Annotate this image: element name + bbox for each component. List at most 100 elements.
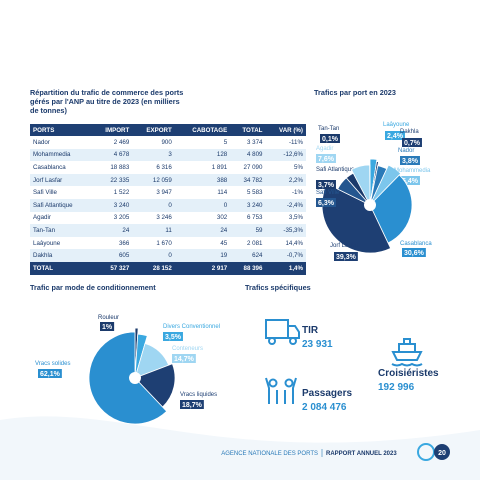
page-number: 20 [438, 450, 446, 457]
slice-name: Casablanca [400, 241, 432, 247]
column-header: TOTAL [230, 124, 266, 136]
value-badge [38, 369, 62, 378]
slice-value: 62,1% [40, 371, 61, 378]
table-cell: 0 [132, 249, 175, 262]
table-row: Nador 2 469 900 5 3 374 -11% [30, 136, 306, 149]
port-name: Laâyoune [33, 239, 61, 247]
table-row: Safi Ville 1 522 3 947 114 5 583 -1% [30, 186, 306, 199]
table-row: Safi Atlantique 3 240 0 0 3 240 -2,4% [30, 198, 306, 212]
value-badge [316, 154, 336, 163]
slice-name: Tan-Tan [318, 126, 339, 132]
stat-value: 2 084 476 [302, 402, 347, 413]
port-name: Mohammedia [30, 148, 92, 162]
slice-name: Laâyoune [383, 122, 410, 128]
table-cell: 1 522 [113, 189, 130, 197]
table-row: Tan-Tan 24 11 24 59 -35,3% [30, 224, 306, 237]
table-header: PORTS IMPORT EXPORT CABOTAGE TOTAL VAR (%) [30, 124, 306, 136]
chart-title: Trafics par port en 2023 [314, 88, 396, 97]
slice-value: 6,3% [318, 200, 335, 207]
traffic-table: PORTS IMPORT EXPORT CABOTAGE TOTAL VAR (%) Nad… [30, 124, 306, 275]
slice-value: 18,7% [182, 402, 203, 409]
slice-name: Agadir [316, 146, 333, 152]
table-cell: 605 [91, 249, 133, 262]
table-cell: 3 947 [156, 189, 172, 197]
table-cell: 5 583 [246, 189, 263, 197]
slice-name: Jorf Lasfar [330, 243, 358, 249]
table-cell: 1 670 [156, 239, 172, 247]
value-badge [320, 134, 340, 143]
table-cell: 27 090 [243, 163, 263, 171]
port-name: Agadir [33, 214, 51, 222]
port-name: Safi Ville [33, 189, 57, 197]
table-row: Dakhla 605 0 19 624 -0,7% [30, 249, 306, 262]
table-title: Répartition du trafic de commerce des po… [30, 88, 184, 115]
table-cell: 88 396 [230, 261, 266, 275]
slice-value: 3,7% [318, 182, 335, 189]
slice-value: 3,8% [402, 158, 419, 165]
slice-value: 0,1% [322, 136, 339, 143]
slice-value: 39,3% [336, 254, 357, 261]
table-cell: 24 [174, 224, 231, 237]
table-row: TOTAL 57 327 28 152 2 917 88 396 1,4% [30, 261, 306, 275]
value-badge [180, 400, 204, 409]
table-cell: 4 678 [91, 148, 133, 162]
table-cell: 59 [230, 224, 266, 237]
table-cell: 57 327 [91, 261, 133, 275]
value-badge [316, 198, 336, 207]
table-cell: 2 469 [113, 138, 130, 146]
value-badge [316, 180, 336, 189]
table-cell: 0 [174, 198, 231, 212]
table-cell: 11 [132, 224, 175, 237]
port-name: Dakhla [30, 249, 92, 262]
passengers-icon [265, 377, 297, 404]
port-name: TOTAL [30, 261, 92, 275]
pie-slice [369, 164, 402, 206]
slice-name: Divers Conventionnel [163, 324, 220, 330]
stat-value: 192 996 [378, 382, 415, 393]
pie-hole [129, 372, 141, 384]
table-cell: 366 [118, 239, 130, 247]
table-cell: 22 335 [91, 173, 133, 187]
slice-name: Safi Ville [316, 190, 340, 196]
pie-slice [134, 363, 176, 408]
port-name: Safi Atlantique [30, 198, 92, 212]
ship-icon [391, 338, 423, 367]
slice-name: Mohammedia [394, 168, 431, 174]
slice-value: 30,6% [404, 250, 425, 257]
value-badge [163, 332, 183, 341]
slice-name: Conteneurs [172, 346, 203, 352]
column-header: VAR (%) [265, 124, 306, 136]
slice-name: Vracs solides [35, 361, 70, 367]
table-cell: 128 [174, 148, 231, 162]
stat-label: Croisiéristes [378, 368, 439, 379]
page-badge [434, 444, 450, 460]
slice-value: 2,4% [387, 133, 404, 140]
value-badge [400, 156, 420, 165]
value-badge [400, 176, 420, 185]
port-name: Jorf Lasfar [30, 173, 92, 187]
table-cell: 3 246 [156, 214, 172, 222]
table-cell: 24 [91, 224, 133, 237]
slice-value: 0,7% [404, 140, 421, 147]
table-cell: 2,2% [265, 173, 306, 187]
table-cell: 6 753 [246, 214, 263, 222]
slice-value: 5,4% [402, 178, 419, 185]
slice-name: Vracs liquides [180, 392, 217, 398]
slice-name: Nador [398, 148, 414, 154]
table-row: Casablanca 18 883 6 316 1 891 27 090 5% [30, 161, 306, 174]
column-header: IMPORT [91, 124, 133, 136]
column-header: CABOTAGE [174, 124, 231, 136]
chart-title: Trafic par mode de conditionnement [30, 283, 156, 292]
table-cell: 3 374 [246, 138, 263, 146]
stat-value: 23 931 [302, 339, 333, 350]
column-header: EXPORT [132, 124, 175, 136]
port-name: Casablanca [33, 163, 66, 171]
table-cell: -12,6% [265, 148, 306, 162]
table-cell: 302 [216, 214, 228, 222]
truck-icon [265, 319, 300, 345]
table-cell: 388 [174, 173, 231, 187]
table-cell: 114 [217, 189, 228, 197]
table-cell: -2,4% [265, 198, 306, 212]
table-cell: -35,3% [265, 224, 306, 237]
